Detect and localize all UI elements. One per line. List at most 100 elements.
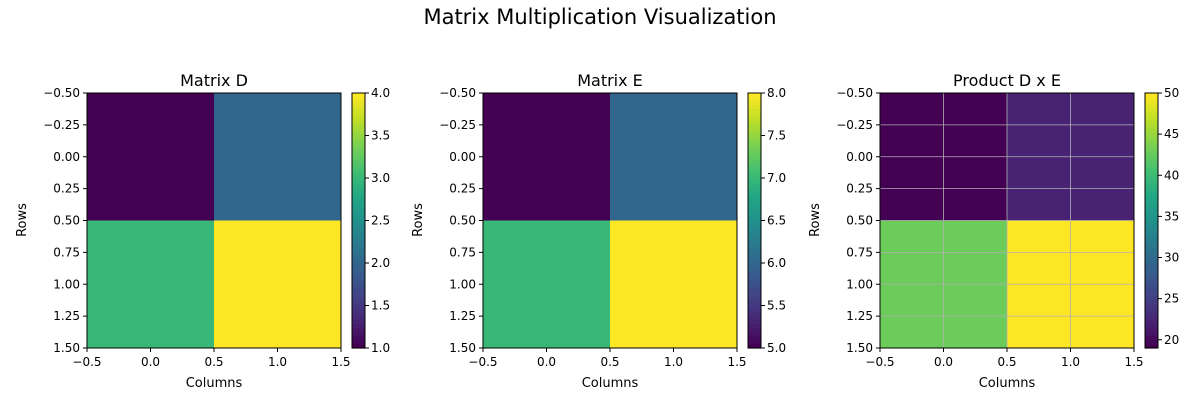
colorbar-segment [1145, 108, 1158, 114]
colorbar-segment [748, 300, 761, 305]
y-tick-label: 0.50 [53, 214, 80, 228]
colorbar-segment [352, 308, 365, 313]
colorbar-segment [352, 124, 365, 130]
colorbar-segment [748, 184, 761, 190]
y-tick-label: 0.75 [846, 245, 873, 259]
colorbar-segment [1145, 276, 1158, 281]
x-tick-label: 0.5 [204, 355, 223, 369]
y-tick-label: −0.50 [43, 86, 80, 100]
colorbar-segment [748, 248, 761, 253]
colorbar-segment [748, 340, 761, 345]
colorbar-segment [352, 304, 365, 309]
colorbar-segment [1145, 188, 1158, 194]
colorbar-segment [352, 232, 365, 238]
colorbar-segment [1145, 184, 1158, 190]
colorbar-tick-label: 8.0 [767, 86, 786, 100]
colorbar-segment [748, 128, 761, 134]
colorbar-segment [748, 244, 761, 249]
colorbar-segment [352, 168, 365, 174]
colorbar-segment [748, 304, 761, 309]
y-tick-label: 0.00 [449, 150, 476, 164]
colorbar-segment [748, 160, 761, 166]
colorbar-segment [1145, 172, 1158, 178]
colorbar-frame [1144, 92, 1159, 349]
colorbar-segment [1145, 140, 1158, 146]
colorbar-segment [1145, 180, 1158, 186]
colorbar-segment [748, 236, 761, 242]
y-tick-label: −0.50 [439, 86, 476, 100]
colorbar-tick-label: 5.0 [767, 341, 786, 355]
panel-title: Product D x E [953, 71, 1061, 90]
colorbar-segment [1145, 244, 1158, 249]
colorbar-tick-label: 2.5 [371, 214, 390, 228]
colorbar-segment [748, 180, 761, 186]
colorbar-segment [352, 256, 365, 261]
colorbar-segment [1145, 272, 1158, 277]
colorbar-segment [1145, 132, 1158, 138]
colorbar-segment [352, 180, 365, 186]
colorbar-segment [748, 144, 761, 150]
colorbar-ticks: 20 25 30 35 40 45 50 [1158, 86, 1179, 347]
y-tick-label: 1.00 [846, 277, 873, 291]
colorbar-segment [748, 292, 761, 297]
colorbar-segment [1145, 204, 1158, 210]
colorbar-segment [748, 168, 761, 174]
colorbar-segment [352, 316, 365, 321]
colorbar-segment [748, 112, 761, 118]
y-tick-label: 1.25 [846, 309, 873, 323]
colorbar-segment [1145, 316, 1158, 321]
x-axis-ticks: −0.5 0.0 0.5 1.0 1.5 [468, 348, 747, 369]
colorbar-segment [352, 264, 365, 269]
colorbar-tick-label: 3.0 [371, 171, 390, 185]
colorbar-segment [352, 184, 365, 190]
y-tick-label: 0.75 [53, 245, 80, 259]
colorbar-segment [352, 108, 365, 114]
colorbar-segment [1145, 300, 1158, 305]
colorbar-segment [352, 332, 365, 337]
colorbar-segment [352, 224, 365, 230]
y-tick-label: 0.75 [449, 245, 476, 259]
colorbar-segment [352, 236, 365, 242]
heatmap-cell-r1-c1 [214, 220, 341, 348]
x-tick-label: −0.5 [468, 355, 497, 369]
colorbar-segment [748, 328, 761, 333]
colorbar-segment [352, 140, 365, 146]
colorbar-tick-label: 6.0 [767, 256, 786, 270]
colorbar-segment [748, 108, 761, 114]
heatmap-cell-r0-c1 [214, 93, 341, 221]
colorbar-segment [748, 316, 761, 321]
colorbar-segment [748, 116, 761, 122]
colorbar-segment [352, 152, 365, 158]
y-tick-label: −0.50 [836, 86, 873, 100]
colorbar-segment [352, 156, 365, 162]
colorbar-segment [352, 208, 365, 214]
x-tick-label: 1.0 [664, 355, 683, 369]
colorbar-segment [352, 296, 365, 301]
colorbar-segment [1145, 320, 1158, 325]
colorbar-segment [352, 268, 365, 273]
colorbar-tick-label: 20 [1164, 333, 1179, 347]
heatmap-cell-r0-c0 [483, 93, 610, 221]
panel-title: Matrix E [577, 71, 643, 90]
colorbar-segment [352, 96, 365, 102]
colorbar-segment [748, 96, 761, 102]
x-axis-label: Columns [186, 376, 243, 391]
colorbar-segment [748, 120, 761, 126]
y-tick-label: 1.00 [53, 277, 80, 291]
colorbar-segment [748, 196, 761, 202]
colorbar-segment [1145, 196, 1158, 202]
colorbar-segment [1145, 144, 1158, 150]
y-axis-ticks: −0.50 −0.25 0.00 0.25 0.50 0.75 1.00 1.25 1.50 [439, 86, 483, 355]
colorbar-tick-label: 25 [1164, 292, 1179, 306]
panel-matrix-d: Matrix D −0.5 0.0 0.5 1.0 1.5 −0.50 −0.25 0.00… [15, 71, 390, 391]
colorbar-segment [1145, 292, 1158, 297]
colorbar-segment [352, 204, 365, 210]
colorbar-tick-label: 45 [1164, 127, 1179, 141]
colorbar-tick-label: 3.5 [371, 129, 390, 143]
colorbar-segment [748, 188, 761, 194]
colorbar-segment [748, 216, 761, 222]
x-tick-label: −0.5 [865, 355, 894, 369]
colorbar-segment [352, 240, 365, 246]
colorbar-segment [352, 144, 365, 150]
colorbar-segment [352, 340, 365, 345]
